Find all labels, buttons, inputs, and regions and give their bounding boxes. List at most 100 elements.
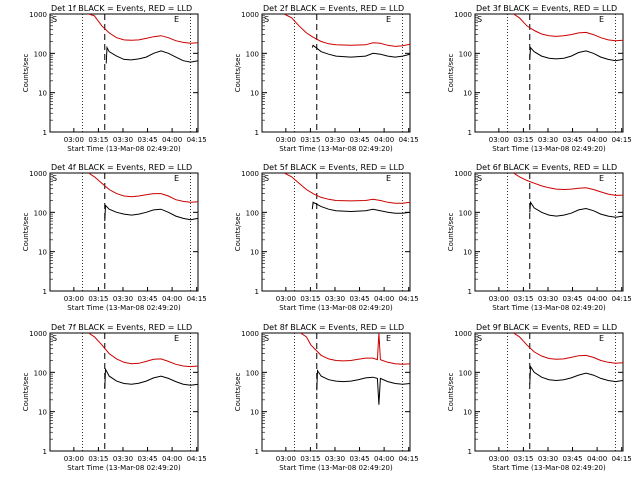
- end-marker-label: E: [386, 15, 391, 24]
- start-marker-label: S: [52, 334, 57, 343]
- events-series-line: [529, 365, 623, 385]
- x-tick-label: 03:45: [349, 136, 369, 144]
- y-axis-label: Counts/sec: [234, 373, 242, 412]
- plot-area: [283, 173, 410, 291]
- x-tick-label: 03:15: [513, 455, 533, 463]
- x-tick-label: 04:15: [612, 295, 632, 303]
- x-tick-label: 03:45: [137, 455, 157, 463]
- events-series-line: [316, 369, 410, 405]
- plot-frame: [474, 172, 624, 292]
- plot-area: [82, 14, 198, 132]
- panel-2: Det 2f BLACK = Events, RED = LLD S E 1 10 100…: [234, 4, 419, 153]
- y-tick-label: 1000: [241, 170, 259, 178]
- x-tick-label: 04:15: [399, 136, 419, 144]
- y-tick-label: 10: [250, 409, 259, 417]
- end-marker-label: E: [599, 334, 604, 343]
- y-tick-label: 1: [43, 129, 47, 137]
- x-tick-label: 03:15: [300, 136, 320, 144]
- plot-area: [507, 173, 623, 291]
- x-tick-label: 03:30: [325, 455, 345, 463]
- panel-title: Det 3f BLACK = Events, RED = LLD: [476, 4, 617, 13]
- x-axis-label: Start Time (13-Mar-08 02:49:20): [67, 304, 181, 312]
- x-tick-label: 03:15: [513, 295, 533, 303]
- plot-area: [507, 333, 623, 451]
- x-tick-label: 03:15: [513, 136, 533, 144]
- start-marker-label: S: [264, 334, 269, 343]
- y-tick-label: 100: [246, 50, 259, 58]
- events-series-line: [311, 201, 410, 214]
- end-marker-label: E: [174, 334, 179, 343]
- panel-9: Det 9f BLACK = Events, RED = LLD S E 1 10 100…: [447, 323, 632, 472]
- x-tick-label: 03:30: [113, 136, 133, 144]
- x-tick-label: 03:45: [137, 295, 157, 303]
- panel-title: Det 9f BLACK = Events, RED = LLD: [476, 323, 617, 332]
- plot-frame: [49, 332, 199, 452]
- y-tick-label: 10: [463, 90, 472, 98]
- x-tick-label: 04:00: [587, 136, 607, 144]
- y-tick-label: 100: [459, 369, 472, 377]
- start-marker-label: S: [264, 15, 269, 24]
- x-tick-label: 04:00: [587, 455, 607, 463]
- plot-frame: [474, 332, 624, 452]
- panel-title: Det 5f BLACK = Events, RED = LLD: [263, 163, 404, 172]
- plot-area: [294, 333, 410, 451]
- events-series-line: [529, 46, 623, 62]
- x-tick-label: 04:15: [399, 455, 419, 463]
- plot-frame: [474, 13, 624, 133]
- plot-frame: [261, 332, 411, 452]
- x-tick-label: 04:15: [399, 295, 419, 303]
- start-marker-label: S: [52, 174, 57, 183]
- lld-series-line: [88, 173, 198, 203]
- panel-6: Det 6f BLACK = Events, RED = LLD S E 1 10 100…: [447, 163, 632, 312]
- y-axis-label: Counts/sec: [234, 213, 242, 252]
- y-tick-label: 1: [43, 288, 47, 296]
- x-tick-label: 04:15: [187, 455, 207, 463]
- x-tick-label: 04:15: [612, 136, 632, 144]
- plot-area: [82, 333, 198, 451]
- y-axis-label: Counts/sec: [447, 373, 455, 412]
- y-tick-label: 1: [255, 288, 259, 296]
- x-tick-label: 04:00: [374, 136, 394, 144]
- events-series-line: [104, 367, 198, 389]
- x-tick-label: 03:00: [64, 136, 84, 144]
- y-tick-label: 100: [459, 209, 472, 217]
- end-marker-label: E: [386, 334, 391, 343]
- x-tick-label: 03:45: [562, 136, 582, 144]
- start-marker-label: S: [477, 334, 482, 343]
- plot-frame: [49, 13, 199, 133]
- x-tick-label: 03:45: [137, 136, 157, 144]
- events-series-line: [529, 200, 623, 218]
- x-tick-label: 03:45: [349, 295, 369, 303]
- y-tick-label: 1000: [29, 170, 47, 178]
- panel-1: Det 1f BLACK = Events, RED = LLD S E 1 10 100…: [22, 4, 207, 153]
- x-tick-label: 03:15: [300, 295, 320, 303]
- x-tick-label: 03:15: [88, 455, 108, 463]
- x-axis-label: Start Time (13-Mar-08 02:49:20): [67, 464, 181, 472]
- end-marker-label: E: [386, 174, 391, 183]
- panel-title: Det 1f BLACK = Events, RED = LLD: [51, 4, 192, 13]
- y-tick-label: 10: [38, 90, 47, 98]
- plot-area: [507, 14, 623, 132]
- x-tick-label: 03:15: [88, 136, 108, 144]
- x-axis-label: Start Time (13-Mar-08 02:49:20): [492, 464, 606, 472]
- panel-4: Det 4f BLACK = Events, RED = LLD S E 1 10 100…: [22, 163, 207, 312]
- x-tick-label: 03:30: [113, 455, 133, 463]
- y-tick-label: 100: [459, 50, 472, 58]
- panel-title: Det 7f BLACK = Events, RED = LLD: [51, 323, 192, 332]
- x-tick-label: 04:00: [162, 295, 182, 303]
- y-axis-label: Counts/sec: [22, 373, 30, 412]
- x-tick-label: 03:30: [325, 136, 345, 144]
- x-tick-label: 03:00: [276, 136, 296, 144]
- x-tick-label: 03:00: [489, 455, 509, 463]
- panel-title: Det 6f BLACK = Events, RED = LLD: [476, 163, 617, 172]
- y-axis-label: Counts/sec: [22, 213, 30, 252]
- y-tick-label: 1: [468, 288, 472, 296]
- x-tick-label: 03:00: [489, 136, 509, 144]
- y-tick-label: 1: [468, 448, 472, 456]
- lld-series-line: [88, 14, 198, 44]
- x-tick-label: 03:30: [538, 455, 558, 463]
- y-tick-label: 1: [468, 129, 472, 137]
- end-marker-label: E: [174, 174, 179, 183]
- y-tick-label: 100: [34, 50, 47, 58]
- x-tick-label: 03:30: [538, 136, 558, 144]
